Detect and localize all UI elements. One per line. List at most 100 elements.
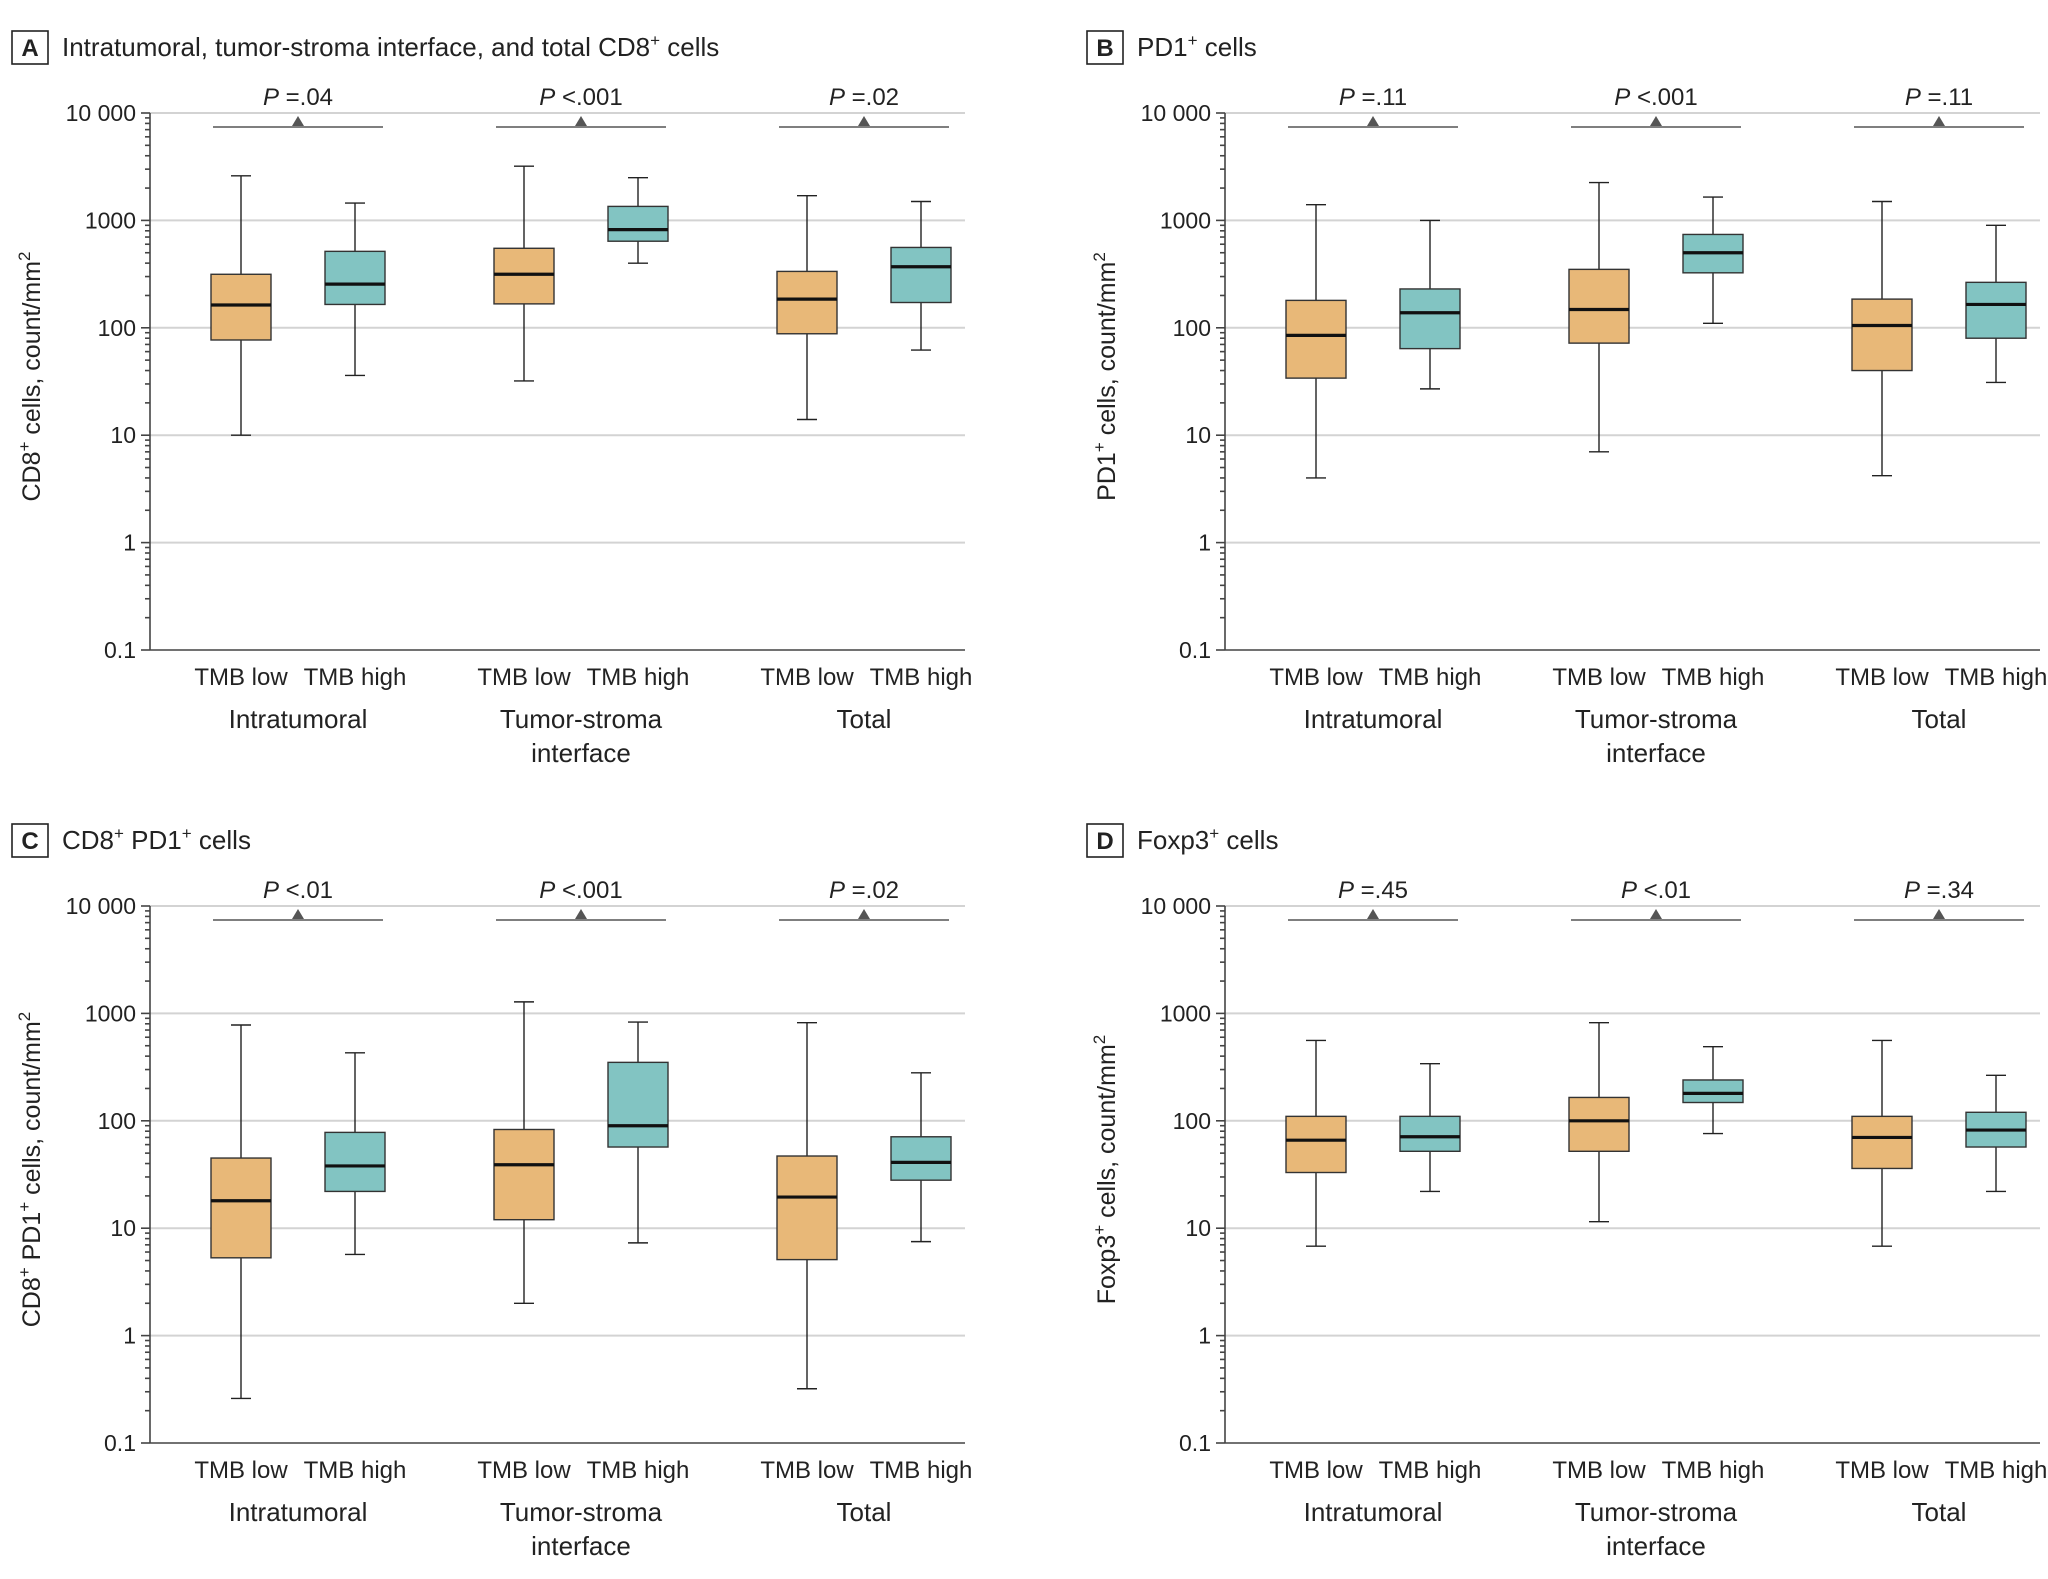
p-value-text: =.04 xyxy=(279,84,333,111)
p-label: P xyxy=(1338,877,1354,904)
p-value-text: =.45 xyxy=(1354,877,1408,904)
ylabel-text: Foxp3 xyxy=(1093,1235,1121,1304)
panel-d-category-label: TMB high xyxy=(1945,1457,2048,1484)
panel-c-category-label: TMB low xyxy=(194,1457,288,1484)
panel-b-group-label: Intratumoral xyxy=(1304,704,1443,734)
p-label: P xyxy=(263,84,279,111)
panel-d-letter-box xyxy=(1086,823,1124,858)
ylabel-superscript-2: 2 xyxy=(15,1012,34,1021)
ylabel-superscript-mid: + xyxy=(15,1202,34,1212)
panel-a-tmb-low-box xyxy=(493,247,555,305)
p-value-text: =.02 xyxy=(845,84,899,111)
panel-d-letter: D xyxy=(1096,828,1113,855)
panel-d-group-label: Intratumoral xyxy=(1304,1497,1443,1527)
panel-b-group-label: Tumor-stroma xyxy=(1575,704,1738,734)
panel-d-tmb-low-box xyxy=(1285,1115,1347,1174)
ylabel-text: PD1 xyxy=(1093,452,1121,501)
title-suffix: cells xyxy=(1198,32,1257,62)
panel-c-tmb-low-box xyxy=(210,1157,272,1259)
panel-c-bracket-marker xyxy=(858,909,870,919)
panel-c-title: CD8+ PD1+ cells xyxy=(62,824,251,855)
title-text: PD1 xyxy=(1137,32,1188,62)
panel-d-category-label: TMB high xyxy=(1379,1457,1482,1484)
panel-a-category-label: TMB low xyxy=(194,664,288,691)
ylabel-superscript: + xyxy=(1090,442,1109,452)
panel-a-tmb-high-box xyxy=(324,250,386,306)
panel-b-category-label: TMB high xyxy=(1379,664,1482,691)
panel-c-category-label: TMB high xyxy=(587,1457,690,1484)
panel-d-tmb-low-box xyxy=(1568,1096,1630,1153)
title-superscript: + xyxy=(1188,31,1198,50)
title-text: Foxp3 xyxy=(1137,825,1209,855)
panel-b-p-value: P =.11 xyxy=(1339,84,1407,111)
title-superscript: + xyxy=(114,824,124,843)
panel-b-y-tick-label: 0.1 xyxy=(1179,637,1211,663)
p-label: P xyxy=(829,877,845,904)
panel-b-y-tick-label: 1 xyxy=(1198,530,1211,556)
ylabel-superscript-2: 2 xyxy=(15,251,34,260)
panel-c-y-tick-label: 10 xyxy=(110,1215,136,1241)
panel-d-y-tick-label: 100 xyxy=(1173,1108,1211,1134)
panel-d-group-label: Tumor-stroma xyxy=(1575,1497,1738,1527)
p-value-text: <.01 xyxy=(1637,877,1691,904)
ylabel-mid: PD1 xyxy=(18,1212,46,1268)
p-label: P xyxy=(1614,84,1630,111)
panel-b-category-label: TMB high xyxy=(1945,664,2048,691)
title-superscript: + xyxy=(1209,824,1219,843)
p-value-text: <.01 xyxy=(279,877,333,904)
p-label: P xyxy=(263,877,279,904)
title-text: CD8 xyxy=(62,825,114,855)
panel-c-p-value: P <.01 xyxy=(263,877,333,904)
p-label: P xyxy=(829,84,845,111)
panel-d-y-axis-label: Foxp3+ cells, count/mm2 xyxy=(1090,1035,1121,1305)
panel-b-tmb-low-box xyxy=(1285,299,1347,379)
title-suffix: cells xyxy=(660,32,719,62)
panel-a-tmb-low-box xyxy=(776,270,838,335)
ylabel-text: CD8 xyxy=(18,1277,46,1327)
panel-a-bracket-marker xyxy=(575,116,587,126)
p-value-text: <.001 xyxy=(555,877,622,904)
panel-c-y-tick-label: 0.1 xyxy=(104,1430,136,1456)
panel-d-y-tick-label: 0.1 xyxy=(1179,1430,1211,1456)
panel-c-letter: C xyxy=(21,828,38,855)
panel-c-category-label: TMB high xyxy=(304,1457,407,1484)
panel-d-y-tick-label: 1000 xyxy=(1160,1000,1211,1026)
panel-c-group-label: Total xyxy=(837,1497,892,1527)
panel-c-y-tick-label: 1000 xyxy=(85,1000,136,1026)
panel-a-y-tick-label: 10 000 xyxy=(66,100,136,126)
panel-a-category-label: TMB low xyxy=(760,664,854,691)
panel-b-category-label: TMB low xyxy=(1835,664,1929,691)
panel-b-tmb-low-box xyxy=(1568,268,1630,344)
panel-a-y-tick-label: 1 xyxy=(123,530,136,556)
panel-b-y-tick-label: 1000 xyxy=(1160,207,1211,233)
panel-c-bracket-marker xyxy=(292,909,304,919)
panel-c-letter-box xyxy=(11,823,49,858)
ylabel-superscript: + xyxy=(15,1267,34,1277)
panel-b-y-tick-label: 10 xyxy=(1185,422,1211,448)
panel-a-title: Intratumoral, tumor-stroma interface, an… xyxy=(62,31,719,62)
panel-b-p-value: P <.001 xyxy=(1614,84,1697,111)
ylabel-superscript: + xyxy=(15,442,34,452)
p-label: P xyxy=(1339,84,1355,111)
panel-c-category-label: TMB high xyxy=(870,1457,973,1484)
panel-b-tmb-high-box xyxy=(1399,288,1461,350)
panel-d-tmb-low-box xyxy=(1851,1115,1913,1170)
panel-d-p-value: P =.45 xyxy=(1338,877,1408,904)
title-suffix-2: cells xyxy=(192,825,251,855)
panel-d-y-tick-label: 1 xyxy=(1198,1323,1211,1349)
p-value-text: =.02 xyxy=(845,877,899,904)
p-label: P xyxy=(1904,877,1920,904)
panel-d-category-label: TMB high xyxy=(1662,1457,1765,1484)
panel-b-bracket-marker xyxy=(1650,116,1662,126)
panel-a-p-value: P <.001 xyxy=(539,84,622,111)
panel-d-category-label: TMB low xyxy=(1269,1457,1363,1484)
p-value-text: <.001 xyxy=(1630,84,1697,111)
panel-d-y-tick-label: 10 000 xyxy=(1141,893,1211,919)
panel-a-group-label: Intratumoral xyxy=(229,704,368,734)
panel-b-tmb-high-box xyxy=(1965,281,2027,339)
panel-a-y-tick-label: 1000 xyxy=(85,207,136,233)
panel-a-y-tick-label: 100 xyxy=(98,315,136,341)
panel-b-letter: B xyxy=(1096,35,1113,62)
ylabel-superscript-2: 2 xyxy=(1090,1035,1109,1044)
panel-d-y-tick-label: 10 xyxy=(1185,1215,1211,1241)
